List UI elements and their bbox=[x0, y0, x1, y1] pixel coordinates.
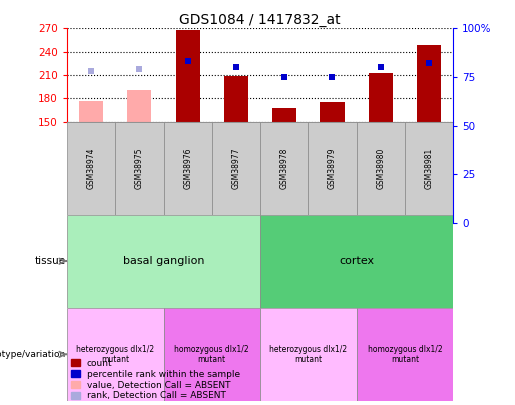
Bar bbox=[405, 122, 453, 215]
Bar bbox=[417, 64, 441, 223]
Legend: count, percentile rank within the sample, value, Detection Call = ABSENT, rank, : count, percentile rank within the sample… bbox=[72, 359, 240, 401]
Text: GSM38975: GSM38975 bbox=[135, 147, 144, 189]
Text: GSM38981: GSM38981 bbox=[424, 147, 434, 189]
Bar bbox=[163, 122, 212, 215]
Point bbox=[232, 64, 240, 70]
Text: homozygous dlx1/2
mutant: homozygous dlx1/2 mutant bbox=[175, 345, 249, 364]
Bar bbox=[115, 122, 163, 215]
Text: GSM38976: GSM38976 bbox=[183, 147, 192, 189]
Point bbox=[425, 60, 433, 67]
Bar bbox=[67, 215, 260, 308]
Text: GSM38974: GSM38974 bbox=[87, 147, 96, 189]
Text: cortex: cortex bbox=[339, 256, 374, 266]
Point bbox=[376, 64, 385, 70]
Text: homozygous dlx1/2
mutant: homozygous dlx1/2 mutant bbox=[368, 345, 442, 364]
Text: GSM38979: GSM38979 bbox=[328, 147, 337, 189]
Bar bbox=[260, 122, 308, 215]
Bar bbox=[272, 194, 296, 223]
Text: basal ganglion: basal ganglion bbox=[123, 256, 204, 266]
Bar bbox=[163, 308, 260, 401]
Bar bbox=[260, 308, 356, 401]
Bar bbox=[260, 215, 453, 308]
Bar bbox=[79, 179, 103, 223]
Bar bbox=[127, 156, 151, 223]
Point bbox=[280, 74, 288, 80]
Bar bbox=[356, 308, 453, 401]
Text: GSM38978: GSM38978 bbox=[280, 147, 289, 189]
Bar bbox=[308, 122, 356, 215]
Text: tissue: tissue bbox=[35, 256, 66, 266]
Bar bbox=[320, 182, 345, 223]
Point bbox=[87, 68, 95, 75]
Point bbox=[329, 74, 337, 80]
Bar bbox=[356, 122, 405, 215]
Bar bbox=[224, 129, 248, 223]
Text: GSM38977: GSM38977 bbox=[231, 147, 241, 189]
Point bbox=[183, 58, 192, 65]
Bar bbox=[369, 122, 393, 223]
Bar bbox=[67, 122, 115, 215]
Bar bbox=[176, 32, 200, 223]
Text: genotype/variation: genotype/variation bbox=[0, 350, 66, 359]
Text: heterozygous dlx1/2
mutant: heterozygous dlx1/2 mutant bbox=[76, 345, 154, 364]
Text: heterozygous dlx1/2
mutant: heterozygous dlx1/2 mutant bbox=[269, 345, 348, 364]
Point bbox=[135, 66, 144, 72]
Bar bbox=[212, 122, 260, 215]
Bar bbox=[67, 308, 163, 401]
Title: GDS1084 / 1417832_at: GDS1084 / 1417832_at bbox=[179, 13, 341, 27]
Text: GSM38980: GSM38980 bbox=[376, 147, 385, 189]
